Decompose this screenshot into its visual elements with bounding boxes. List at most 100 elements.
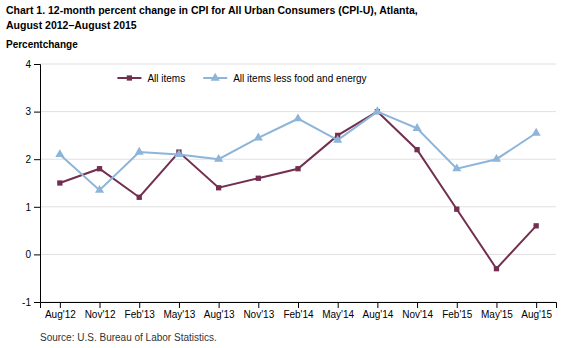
legend-item: All items (117, 73, 185, 84)
grid-line (40, 159, 556, 160)
x-tick-mark (536, 302, 537, 308)
x-tick-mark (457, 302, 458, 308)
y-tick-label: 2 (25, 154, 31, 165)
x-tick-mark (100, 302, 101, 308)
y-tick-label: 3 (25, 106, 31, 117)
x-axis: Aug'12 Nov'12 Feb'13 May'13 Aug'13 Nov'13 Feb'… (41, 302, 557, 320)
x-tick-mark (417, 302, 418, 308)
x-tick-mark (179, 302, 180, 308)
marker (135, 147, 144, 155)
y-tick: 2 (25, 154, 40, 165)
x-tick: Aug'15 (521, 302, 552, 320)
marker (492, 154, 501, 162)
x-tick-label: Feb'15 (442, 309, 473, 320)
marker (532, 128, 541, 136)
title: Chart 1. 12-month percent change in CPI … (6, 4, 418, 16)
y-tick-label: 0 (25, 249, 31, 260)
y-tick: 1 (25, 202, 40, 213)
x-tick-label: Aug'14 (362, 309, 393, 320)
x-tick-mark (377, 302, 378, 308)
y-tick: 4 (25, 59, 40, 70)
marker (254, 133, 263, 141)
x-tick-label: Feb'13 (125, 309, 156, 320)
x-tick: Aug'14 (362, 302, 393, 320)
x-tick-mark (139, 302, 140, 308)
y-axis-label: Percentchange (6, 39, 78, 50)
x-tick-mark (298, 302, 299, 308)
y-tick-mark (34, 112, 40, 113)
x-tick-mark (496, 302, 497, 308)
marker (414, 147, 419, 152)
marks (55, 106, 540, 271)
y-tick-mark (34, 207, 40, 208)
x-tick: Nov'14 (402, 302, 433, 320)
marker (295, 166, 300, 171)
x-tick-mark (258, 302, 259, 308)
subtitle: August 2012–August 2015 (6, 19, 137, 31)
legend: All items All items less food and energy (117, 73, 366, 84)
legend-label: All items less food and energy (233, 73, 366, 84)
x-tick: May'15 (481, 302, 513, 320)
marker (137, 195, 142, 200)
grid-line (40, 206, 556, 207)
x-tick: Feb'15 (442, 302, 473, 320)
plot: -1 0 1 2 3 4 Aug'12 Nov'12 Feb'13 May'13 Aug'13 Nov… (22, 59, 556, 320)
marker (413, 123, 422, 131)
marker (174, 149, 183, 157)
x-tick-label: Feb'14 (283, 309, 314, 320)
x-tick: Nov'13 (243, 302, 274, 320)
marker (534, 223, 539, 228)
grid (40, 64, 556, 302)
y-tick-mark (34, 302, 40, 303)
x-axis-line (41, 303, 557, 309)
marker (494, 266, 499, 271)
x-tick-mark (219, 302, 220, 308)
x-tick: Aug'13 (204, 302, 235, 320)
marker (454, 207, 459, 212)
line (60, 112, 536, 191)
x-tick: Aug'12 (45, 302, 76, 320)
marker (333, 135, 342, 143)
grid-line (40, 111, 556, 112)
x-tick-label: Nov'12 (85, 309, 116, 320)
y-tick-mark (34, 64, 40, 65)
annotation: Source: U.S. Bureau of Labor Statistics. (40, 332, 217, 343)
x-tick: May'13 (163, 302, 195, 320)
legend-item: All items less food and energy (203, 73, 366, 84)
y-tick: 0 (25, 249, 40, 260)
marker (214, 154, 223, 162)
chart: Chart 1. 12-month percent change in CPI … (0, 0, 570, 348)
marker (216, 185, 221, 190)
y-tick-mark (34, 159, 40, 160)
y-tick-label: 1 (25, 202, 31, 213)
y-tick: 3 (25, 106, 40, 117)
x-tick: Feb'13 (125, 302, 156, 320)
marker (97, 166, 102, 171)
x-tick-label: Aug'12 (45, 309, 76, 320)
x-tick-label: Aug'15 (521, 309, 552, 320)
x-tick-label: May'15 (481, 309, 513, 320)
x-tick: Feb'14 (283, 302, 314, 320)
marker (95, 185, 104, 193)
line (60, 112, 536, 269)
marker (55, 149, 64, 157)
legend-label: All items (147, 73, 185, 84)
x-tick-label: May'13 (163, 309, 195, 320)
x-tick-label: Nov'13 (243, 309, 274, 320)
x-tick-label: Nov'14 (402, 309, 433, 320)
legend-marker (211, 73, 220, 81)
x-tick: Nov'12 (85, 302, 116, 320)
x-tick-mark (338, 302, 339, 308)
marker (373, 106, 382, 114)
x-tick-label: Aug'13 (204, 309, 235, 320)
y-tick-label: 4 (25, 59, 31, 70)
y-tick-mark (34, 254, 40, 255)
x-tick-label: May'14 (322, 309, 354, 320)
y-tick: -1 (22, 297, 40, 308)
x-tick: May'14 (322, 302, 354, 320)
y-axis-line (34, 65, 41, 303)
marker (57, 180, 62, 185)
marker (293, 113, 302, 121)
y-axis: -1 0 1 2 3 4 (22, 59, 40, 308)
x-tick-mark (60, 302, 61, 308)
